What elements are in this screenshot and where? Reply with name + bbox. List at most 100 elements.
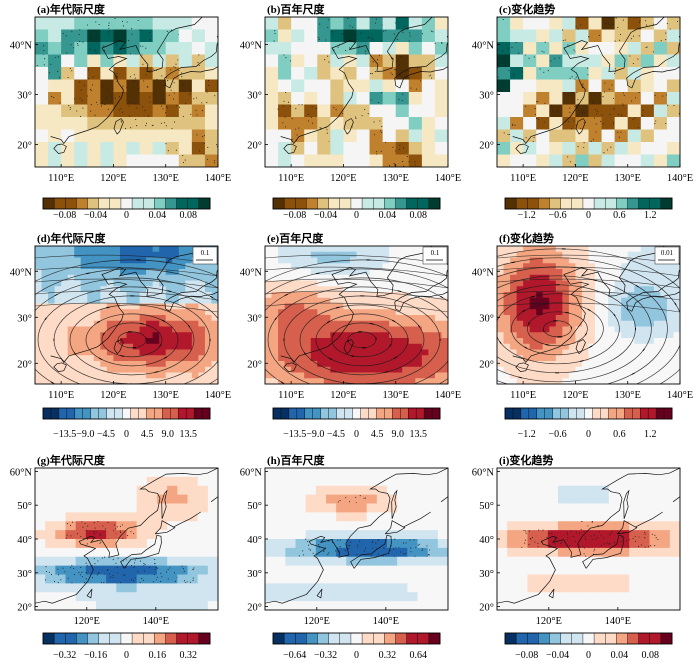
significance-dot (66, 523, 68, 525)
heatmap-cell (265, 17, 279, 30)
heatmap-cell (67, 378, 75, 384)
heatmap-cell (389, 263, 397, 270)
heatmap-cell (619, 530, 630, 540)
significance-dot (648, 545, 650, 547)
heatmap-cell (165, 79, 180, 93)
heatmap-cell (278, 257, 286, 264)
heatmap-cell (304, 372, 312, 379)
colorbar-swatch (131, 632, 144, 645)
heatmap-cell (588, 292, 596, 299)
heatmap-cell (647, 280, 655, 287)
heatmap-cell (126, 251, 134, 258)
heatmap-cell (343, 349, 351, 356)
heatmap-cell (441, 361, 448, 368)
heatmap-cell (497, 565, 508, 576)
significance-dot (325, 39, 327, 41)
heatmap-cell (317, 257, 325, 264)
significance-dot (575, 532, 578, 534)
significance-dot (380, 150, 382, 152)
heatmap-cell (35, 556, 46, 567)
heatmap-cell (304, 315, 312, 322)
significance-dot (399, 144, 401, 146)
significance-dot (549, 544, 551, 546)
heatmap-cell (366, 476, 378, 487)
heatmap-cell (204, 338, 212, 345)
colorbar-swatch (295, 197, 307, 210)
heatmap-cell (165, 372, 173, 379)
significance-dot (373, 121, 375, 123)
colorbar-swatch (406, 632, 419, 645)
heatmap-cell (523, 104, 537, 118)
heatmap-cell (614, 366, 622, 373)
heatmap-cell (305, 601, 317, 610)
heatmap-cell (172, 309, 180, 316)
heatmap-cell (382, 303, 390, 310)
heatmap-cell (116, 565, 127, 576)
heatmap-cell (619, 547, 630, 558)
heatmap-cell (54, 332, 62, 339)
heatmap-cell (629, 592, 640, 602)
heatmap-cell (376, 494, 388, 505)
wind-arrow (589, 345, 593, 348)
heatmap-cell (41, 378, 49, 384)
heatmap-cell (343, 92, 357, 105)
heatmap-cell (659, 583, 671, 593)
heatmap-cell (510, 338, 518, 345)
heatmap-cell (659, 592, 671, 602)
heatmap-cell (80, 292, 88, 299)
heatmap-cell (146, 338, 154, 345)
significance-dot (591, 521, 593, 523)
heatmap-cell (265, 297, 273, 304)
significance-dot (531, 536, 533, 539)
significance-dot (415, 88, 417, 90)
heatmap-cell (297, 355, 305, 362)
heatmap-cell (527, 512, 539, 522)
heatmap-cell (54, 251, 62, 258)
heatmap-cell (100, 326, 108, 333)
heatmap-cell (673, 361, 680, 368)
heatmap-cell (198, 274, 206, 281)
significance-dot (298, 104, 300, 106)
heatmap-cell (581, 246, 589, 253)
heatmap-cell (537, 556, 549, 567)
heatmap-cell (673, 292, 680, 299)
significance-dot (348, 47, 351, 49)
heatmap-cell (666, 274, 674, 281)
significance-dot (129, 53, 131, 55)
heatmap-cell (601, 297, 609, 304)
significance-dot (393, 555, 395, 557)
significance-dot (632, 118, 634, 121)
heatmap-cell (555, 269, 563, 276)
heatmap-cell (211, 263, 218, 270)
heatmap-cell (315, 476, 327, 487)
heatmap-cell (330, 349, 338, 356)
heatmap-cell (568, 326, 576, 333)
heatmap-cell (608, 521, 620, 531)
heatmap-cell (167, 485, 178, 496)
heatmap-cell (106, 521, 117, 531)
heatmap-cell (343, 117, 357, 130)
heatmap-cell (265, 309, 273, 316)
heatmap-cell (177, 583, 188, 593)
colorbar-tick-label: 0 (586, 429, 591, 440)
panel-title: (c)变化趋势 (499, 2, 555, 16)
heatmap-cell (265, 79, 279, 93)
heatmap-cell (356, 366, 364, 373)
heatmap-cell (265, 42, 279, 55)
heatmap-cell (527, 556, 539, 567)
heatmap-cell (343, 309, 351, 316)
heatmap-cell (152, 361, 160, 368)
heatmap-cell (35, 539, 46, 549)
heatmap-cell (74, 42, 88, 55)
heatmap-cell (649, 547, 661, 558)
heatmap-cell (542, 355, 550, 362)
significance-dot (339, 546, 341, 548)
heatmap-cell (369, 142, 384, 155)
x-tick-label: 120°E (562, 173, 588, 184)
heatmap-cell (369, 280, 377, 287)
significance-dot (508, 69, 510, 71)
heatmap-cell (178, 154, 193, 167)
heatmap-cell (74, 67, 88, 80)
colorbar-swatch (624, 407, 633, 420)
significance-dot (571, 128, 573, 130)
